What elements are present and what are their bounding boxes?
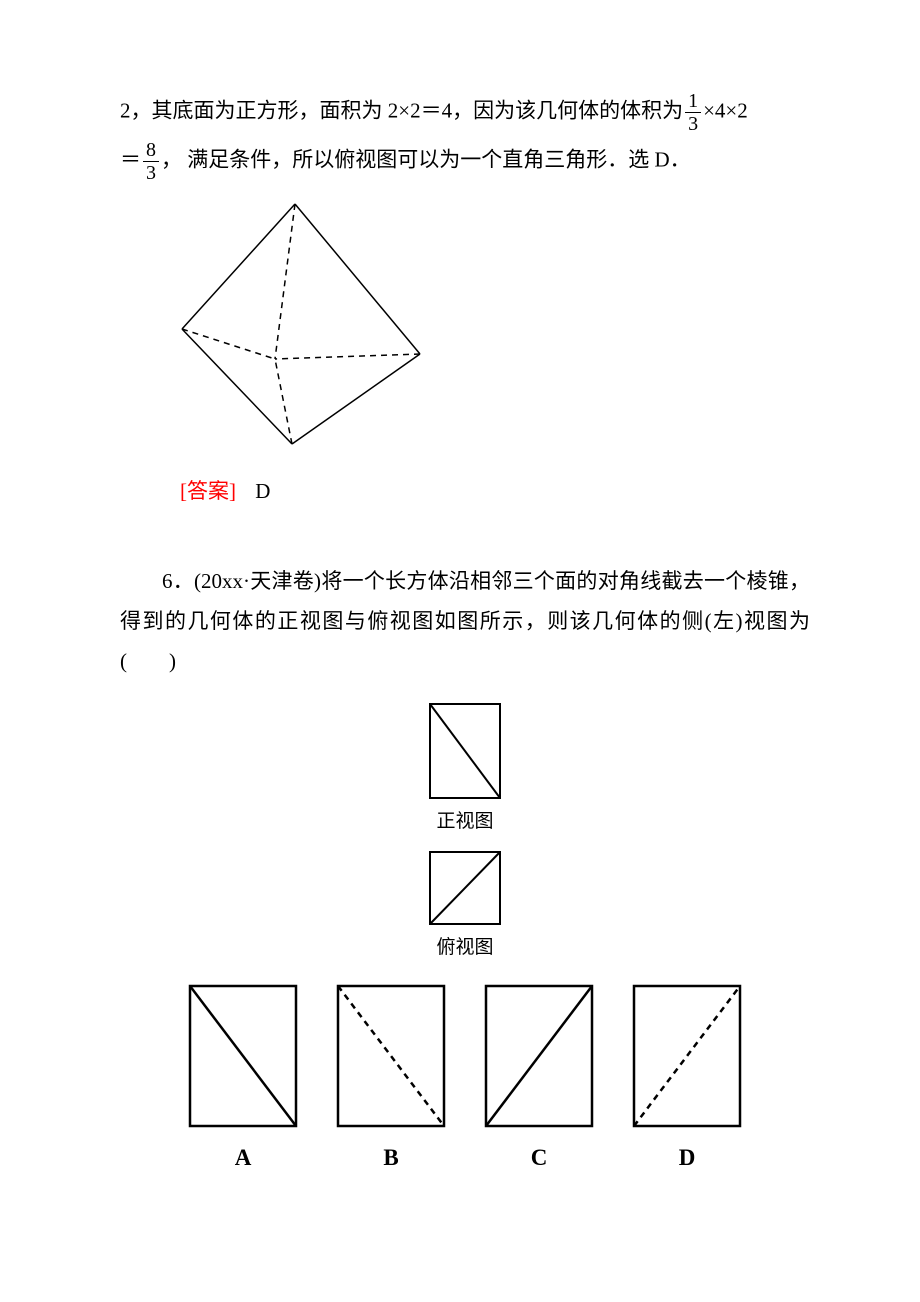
front-view-svg [428,702,502,800]
option-d-svg [632,984,742,1128]
solution-paragraph-2: ＝83， 满足条件，所以俯视图可以为一个直角三角形．选 D． [120,139,810,184]
solution-eq2: ×4×2 [703,98,748,122]
solution-eq1: 2×2＝4 [388,98,452,122]
answer-line: [答案] D [120,472,810,512]
option-b: B [336,984,446,1180]
option-a: A [188,984,298,1180]
top-view-label: 俯视图 [436,930,493,966]
question-number: 6． [162,569,194,593]
top-view-svg [428,850,502,926]
option-b-svg [336,984,446,1128]
options-row: A B C D [120,984,810,1180]
frac-den: 3 [143,161,159,184]
front-view-label: 正视图 [436,804,493,840]
solution-text-3: ， 满足条件，所以俯视图可以为一个直角三角形．选 D． [161,147,691,171]
solution-paragraph: 2，其底面为正方形，面积为 2×2＝4，因为该几何体的体积为13×4×2 [120,90,810,135]
frac-den: 3 [685,112,701,135]
figure-tetrahedron [120,194,810,454]
option-c-svg [484,984,594,1128]
option-d: D [632,984,742,1180]
question-source: (20xx·天津卷) [194,569,321,593]
option-a-svg [188,984,298,1128]
frac-num: 8 [143,139,159,161]
answer-label: [答案] [180,479,236,503]
fraction-one-third: 13 [685,90,701,135]
option-d-label: D [679,1136,696,1180]
option-c-label: C [531,1136,548,1180]
solution-text-1: 2，其底面为正方形，面积为 [120,98,388,122]
answer-value: D [255,479,270,503]
frac-num: 1 [685,90,701,112]
fraction-eight-thirds: 83 [143,139,159,184]
question-6: 6．(20xx·天津卷)将一个长方体沿相邻三个面的对角线截去一个棱锥，得到的几何… [120,562,810,682]
option-a-label: A [235,1136,252,1180]
given-views: 正视图 俯视图 [120,702,810,974]
equals-sign: ＝ [120,147,141,171]
option-b-label: B [383,1136,398,1180]
option-c: C [484,984,594,1180]
solution-text-2: ，因为该几何体的体积为 [452,98,683,122]
tetrahedron-svg [120,194,440,454]
